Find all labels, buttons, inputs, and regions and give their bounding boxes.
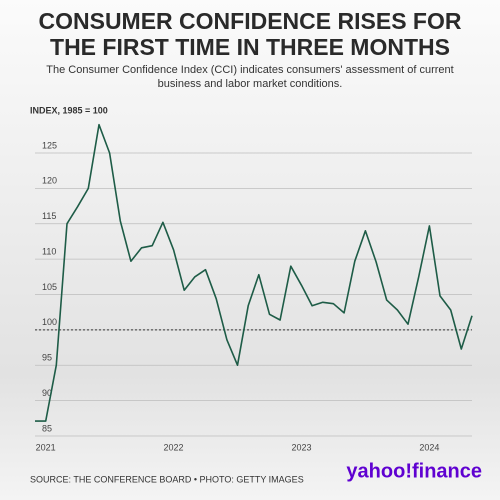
y-tick-label: 90 <box>42 388 52 398</box>
chart-subtitle: The Consumer Confidence Index (CCI) indi… <box>46 64 454 90</box>
source: SOURCE: THE CONFERENCE BOARD • PHOTO: GE… <box>30 474 304 484</box>
x-tick-label: 2022 <box>164 442 184 452</box>
x-tick-label: 2023 <box>291 442 311 452</box>
y-tick-label: 105 <box>42 282 57 292</box>
y-tick-label: 100 <box>42 317 57 327</box>
y-tick-label: 85 <box>42 423 52 433</box>
y-tick-label: 95 <box>42 353 52 363</box>
data-line <box>35 123 473 422</box>
y-tick-label: 115 <box>42 211 56 221</box>
chart-title: CONSUMER CONFIDENCE RISES FOR THE FIRST … <box>38 8 462 60</box>
y-tick-label: 120 <box>42 176 57 186</box>
y-tick-label: 125 <box>42 140 57 150</box>
brand-logo: yahoo!finance <box>346 460 482 482</box>
y-tick-label: 110 <box>42 246 56 256</box>
x-tick-label: 2024 <box>419 442 439 452</box>
y-axis-label: INDEX, 1985 = 100 <box>30 105 108 115</box>
x-tick-label: 2021 <box>36 442 56 452</box>
